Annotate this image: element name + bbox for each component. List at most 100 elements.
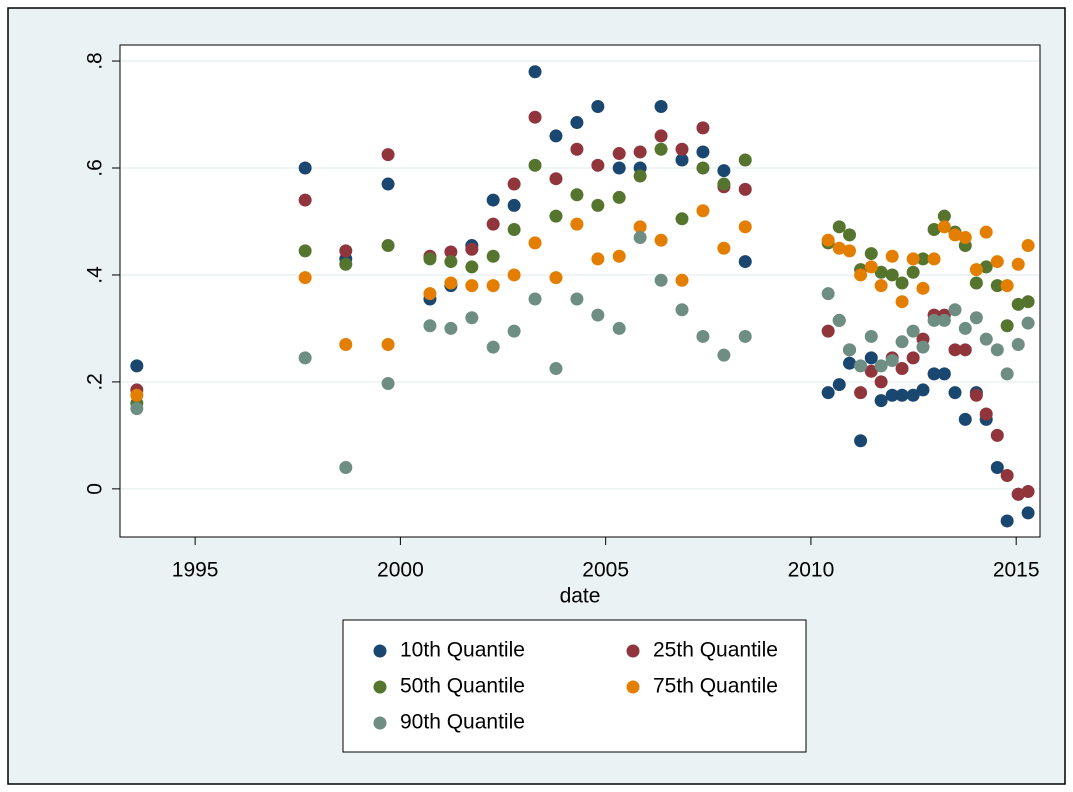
point bbox=[895, 335, 909, 349]
point bbox=[832, 378, 846, 392]
point bbox=[591, 308, 605, 322]
point bbox=[465, 242, 479, 256]
point bbox=[738, 153, 752, 167]
point bbox=[927, 223, 941, 236]
x-tick-label: 1995 bbox=[172, 559, 219, 582]
point bbox=[895, 388, 909, 402]
point bbox=[843, 356, 857, 370]
point bbox=[654, 100, 668, 113]
point bbox=[906, 351, 920, 365]
point bbox=[717, 241, 731, 255]
point bbox=[633, 145, 647, 159]
point bbox=[486, 340, 500, 354]
point bbox=[843, 228, 857, 242]
point bbox=[948, 386, 962, 400]
point bbox=[821, 386, 835, 400]
y-tick-label: .8 bbox=[84, 52, 107, 70]
point bbox=[444, 321, 458, 335]
legend-box bbox=[342, 619, 807, 753]
point bbox=[654, 142, 668, 156]
point bbox=[738, 220, 752, 234]
point bbox=[381, 377, 395, 391]
point bbox=[958, 321, 972, 335]
point bbox=[906, 265, 920, 279]
point bbox=[937, 209, 951, 223]
legend-marker bbox=[373, 680, 387, 694]
point bbox=[696, 161, 710, 175]
y-tick-label: .6 bbox=[84, 159, 107, 177]
point bbox=[906, 252, 920, 266]
point bbox=[591, 252, 605, 266]
point bbox=[906, 388, 920, 402]
point bbox=[1011, 297, 1025, 311]
point bbox=[821, 233, 835, 247]
point bbox=[738, 255, 752, 269]
point bbox=[864, 351, 878, 365]
point bbox=[927, 367, 941, 381]
point bbox=[916, 252, 930, 266]
legend-label: 75th Quantile bbox=[653, 675, 778, 698]
point bbox=[874, 359, 888, 373]
point bbox=[821, 287, 835, 301]
point bbox=[528, 110, 542, 124]
point bbox=[654, 129, 668, 143]
point bbox=[958, 231, 972, 245]
point bbox=[1000, 319, 1014, 333]
point bbox=[717, 348, 731, 362]
point bbox=[612, 161, 626, 175]
point bbox=[832, 220, 846, 234]
point bbox=[990, 343, 1004, 357]
point bbox=[916, 281, 930, 295]
point bbox=[717, 164, 731, 178]
point bbox=[843, 244, 857, 258]
point bbox=[444, 245, 458, 259]
point bbox=[130, 359, 144, 373]
point bbox=[1021, 316, 1035, 330]
point bbox=[570, 188, 584, 202]
y-tick-label: .4 bbox=[84, 266, 107, 284]
point bbox=[654, 233, 668, 247]
x-tick-label: 2000 bbox=[377, 559, 424, 582]
point bbox=[832, 313, 846, 327]
point bbox=[874, 375, 888, 389]
point bbox=[1011, 487, 1025, 501]
point bbox=[549, 129, 563, 143]
point bbox=[339, 257, 353, 271]
point bbox=[990, 279, 1004, 293]
point bbox=[832, 241, 846, 255]
point bbox=[528, 158, 542, 172]
point bbox=[864, 260, 878, 274]
point bbox=[298, 193, 312, 207]
point bbox=[969, 263, 983, 277]
point bbox=[948, 303, 962, 317]
point bbox=[444, 276, 458, 290]
legend-label: 10th Quantile bbox=[400, 639, 525, 662]
point bbox=[738, 182, 752, 196]
point bbox=[549, 209, 563, 223]
legend-label: 25th Quantile bbox=[653, 639, 778, 662]
point bbox=[465, 311, 479, 325]
point bbox=[885, 268, 899, 282]
point bbox=[937, 220, 951, 234]
point bbox=[821, 324, 835, 338]
point bbox=[381, 148, 395, 162]
point bbox=[675, 153, 689, 167]
point bbox=[423, 252, 437, 266]
point bbox=[549, 362, 563, 376]
point bbox=[130, 388, 144, 402]
point bbox=[1000, 367, 1014, 381]
point bbox=[948, 343, 962, 357]
point bbox=[927, 252, 941, 266]
point bbox=[675, 142, 689, 156]
legend-marker bbox=[373, 716, 387, 730]
point bbox=[339, 244, 353, 258]
point bbox=[633, 220, 647, 234]
point bbox=[969, 388, 983, 402]
point bbox=[990, 428, 1004, 442]
point bbox=[1021, 506, 1035, 520]
point bbox=[465, 279, 479, 293]
point bbox=[1000, 279, 1014, 293]
point bbox=[507, 268, 521, 282]
